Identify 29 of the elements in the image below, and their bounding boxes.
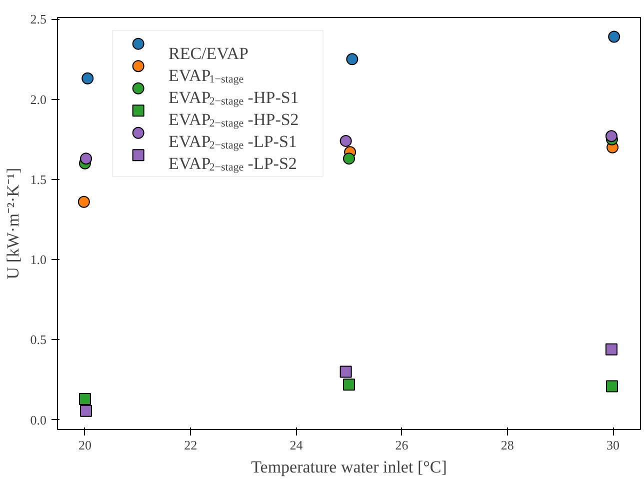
point — [346, 53, 358, 66]
legend-label: REC/EVAP — [168, 44, 248, 63]
y-tick-label: 1.0 — [30, 252, 46, 268]
y-tick-label: 2.0 — [30, 92, 46, 107]
y-tick-label: 0.0 — [30, 412, 46, 428]
x-tick-label: 24 — [290, 438, 304, 452]
point — [606, 380, 618, 392]
point — [78, 196, 90, 208]
y-tick-label: 0.5 — [30, 332, 46, 348]
point — [80, 152, 92, 165]
point — [605, 343, 618, 356]
y-tick-label: 2.5 — [30, 12, 46, 27]
x-tick-label: 28 — [500, 438, 514, 452]
point — [343, 152, 355, 165]
point — [78, 393, 91, 406]
x-tick-label: 20 — [78, 438, 92, 452]
point — [340, 134, 352, 147]
y-axis-title: U [kW·m⁻²·K⁻¹] — [3, 168, 22, 280]
x-axis-title: Temperature water inlet [°C] — [251, 458, 447, 476]
x-tick-label: 22 — [184, 438, 198, 452]
point — [340, 366, 352, 378]
y-tick-label: 1.5 — [30, 172, 46, 187]
point — [343, 378, 355, 391]
x-tick-label: 30 — [606, 438, 620, 452]
point — [82, 72, 94, 84]
point — [608, 30, 620, 43]
point — [80, 404, 92, 417]
point — [605, 130, 618, 142]
x-tick-label: 26 — [395, 438, 409, 452]
